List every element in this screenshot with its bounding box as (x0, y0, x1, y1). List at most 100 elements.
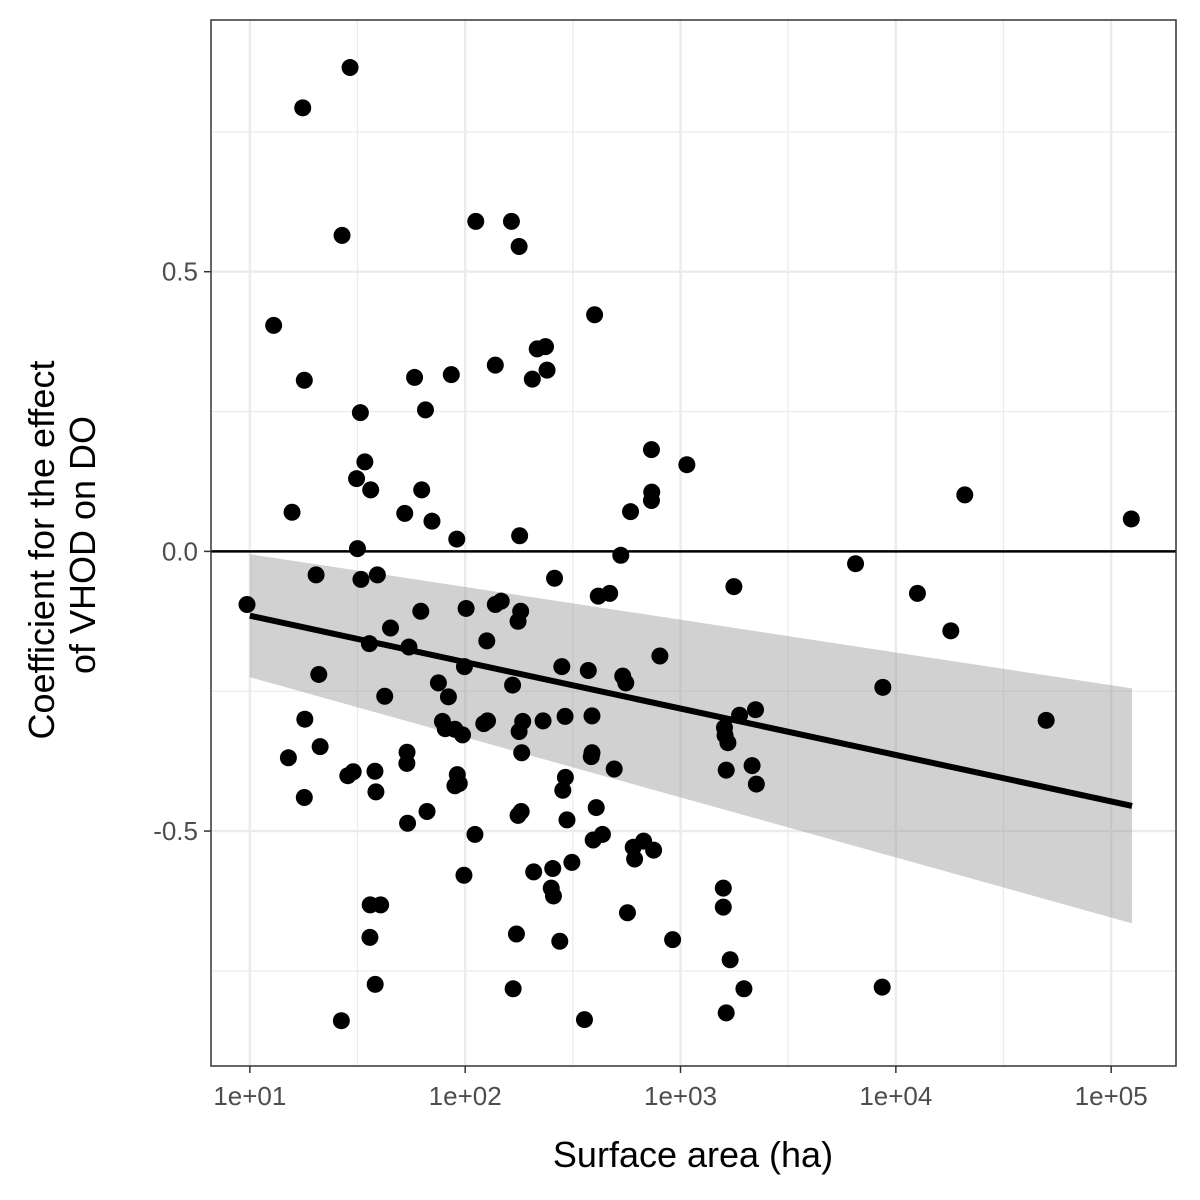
y-tick-label: -0.5 (153, 816, 198, 846)
data-point (617, 674, 635, 692)
data-point (492, 592, 510, 610)
data-point (510, 238, 528, 256)
data-point (719, 734, 737, 752)
data-point (418, 802, 436, 820)
data-point (664, 931, 682, 949)
data-point (678, 456, 696, 474)
data-point (747, 701, 765, 719)
data-point (294, 99, 312, 117)
data-point (536, 338, 554, 356)
data-point (382, 619, 400, 637)
data-point (507, 925, 525, 943)
trend-line-layer (249, 612, 1133, 809)
data-point (544, 860, 562, 878)
data-point (714, 879, 732, 897)
data-point (279, 749, 297, 767)
data-point (717, 761, 735, 779)
data-point (446, 777, 464, 795)
data-point (575, 1011, 593, 1029)
data-point (333, 226, 351, 244)
confidence-band-layer (249, 554, 1133, 924)
data-point (423, 512, 441, 530)
data-point (457, 599, 475, 617)
data-point (1037, 711, 1055, 729)
data-point (416, 401, 434, 419)
data-point (563, 853, 581, 871)
y-axis-title-line-2: of VHOD on DO (62, 416, 103, 674)
data-point (283, 503, 301, 521)
data-point (523, 370, 541, 388)
data-point (341, 59, 359, 77)
data-point (583, 707, 601, 725)
plot-border (210, 19, 1177, 1067)
data-point (743, 757, 761, 775)
data-points (238, 59, 1140, 1030)
data-point (551, 932, 569, 950)
data-point (307, 566, 325, 584)
data-point (556, 768, 574, 786)
data-point (553, 658, 571, 676)
data-point (398, 754, 416, 772)
data-point (296, 710, 314, 728)
data-point (372, 896, 390, 914)
data-point (486, 356, 504, 374)
data-point (396, 504, 414, 522)
x-tick-label: 1e+04 (859, 1081, 932, 1111)
data-point (651, 647, 669, 665)
y-tick-label: 0.0 (162, 536, 198, 566)
data-point (412, 602, 430, 620)
data-point (558, 811, 576, 829)
data-point (622, 503, 640, 521)
data-point (504, 980, 522, 998)
data-point (582, 748, 600, 766)
data-point (429, 674, 447, 692)
data-point (874, 678, 892, 696)
data-point (448, 530, 466, 548)
x-tick-label: 1e+02 (429, 1081, 502, 1111)
data-point (908, 584, 926, 602)
data-point (847, 555, 865, 573)
data-point (478, 632, 496, 650)
data-point (510, 723, 528, 741)
data-point (455, 866, 473, 884)
data-point (504, 676, 522, 694)
data-point (525, 863, 543, 881)
y-axis-title: Coefficient for the effect of VHOD on DO (21, 351, 103, 740)
data-point (399, 814, 417, 832)
y-tick-label: 0.5 (162, 257, 198, 287)
y-axis-title-line-1: Coefficient for the effect (21, 361, 62, 740)
data-point (642, 441, 660, 459)
data-point (351, 404, 369, 422)
data-point (601, 584, 619, 602)
data-point (511, 527, 529, 545)
data-point (439, 688, 457, 706)
data-point (442, 366, 460, 384)
data-point (368, 566, 386, 584)
data-point (626, 850, 644, 868)
data-point (454, 726, 472, 744)
x-tick-label: 1e+01 (213, 1081, 286, 1111)
data-point (413, 481, 431, 499)
data-point (467, 212, 485, 230)
x-axis-title: Surface area (ha) (553, 1134, 833, 1175)
data-point (265, 316, 283, 334)
data-point (747, 775, 765, 793)
data-point (554, 781, 572, 799)
data-point (406, 368, 424, 386)
data-point (295, 371, 313, 389)
data-point (361, 928, 379, 946)
confidence-band (249, 554, 1133, 924)
data-point (612, 546, 630, 564)
data-point (362, 481, 380, 499)
data-point (714, 898, 732, 916)
data-point (642, 491, 660, 509)
data-point (534, 712, 552, 730)
data-point (339, 767, 357, 785)
data-point (618, 904, 636, 922)
data-point (544, 887, 562, 905)
data-point (725, 578, 743, 596)
data-point (238, 596, 256, 614)
data-point (356, 453, 374, 471)
data-point (509, 806, 527, 824)
data-point (348, 470, 366, 488)
